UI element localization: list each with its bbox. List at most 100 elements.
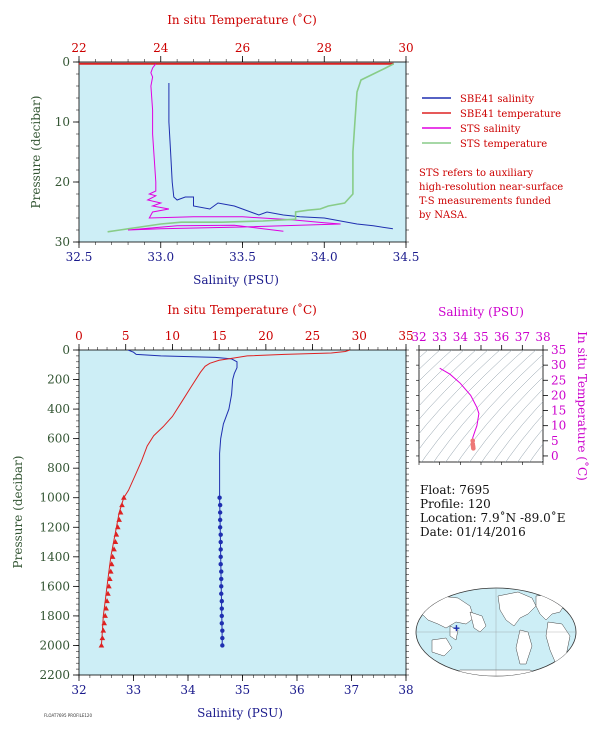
ts-contour-line bbox=[421, 350, 525, 462]
bottom-marker-salinity bbox=[219, 606, 224, 611]
salinity-tick-label: 37 bbox=[344, 683, 359, 697]
ts-contour-line bbox=[419, 350, 465, 394]
svg-text:SBE41 salinity: SBE41 salinity bbox=[460, 94, 535, 105]
temperature-tick-label: 25 bbox=[305, 329, 320, 343]
bottom-marker-temperature bbox=[112, 539, 119, 545]
bottom-marker-temperature bbox=[101, 620, 108, 626]
ts-contour-line bbox=[469, 376, 543, 462]
bottom-marker-temperature bbox=[102, 612, 108, 618]
bottom-pressure-axis-label: Pressure (decibar) bbox=[11, 456, 25, 569]
legend-item-sts-salinity: STS salinity bbox=[422, 124, 521, 135]
temperature-tick-label: 26 bbox=[235, 41, 250, 55]
pressure-tick-label: 1000 bbox=[39, 491, 70, 505]
svg-text:STS salinity: STS salinity bbox=[460, 124, 521, 135]
ts-salinity-tick-label: 37 bbox=[515, 330, 530, 344]
bottom-marker-salinity bbox=[218, 532, 223, 537]
top-plot-background bbox=[78, 61, 407, 243]
ts-temperature-tick-label: 15 bbox=[551, 404, 566, 418]
ts-salinity-tick-label: 38 bbox=[535, 330, 550, 344]
bottom-marker-temperature bbox=[107, 575, 113, 581]
salinity-tick-label: 32.5 bbox=[66, 250, 93, 264]
pressure-tick-label: 600 bbox=[47, 432, 70, 446]
ts-contour-line bbox=[481, 388, 543, 462]
temperature-tick-label: 10 bbox=[165, 329, 180, 343]
bottom-marker-temperature bbox=[99, 635, 106, 641]
ts-temperature-tick-label: 0 bbox=[551, 449, 559, 463]
salinity-tick-label: 36 bbox=[289, 683, 304, 697]
bottom-marker-temperature bbox=[121, 494, 127, 500]
ts-salinity-tick-label: 32 bbox=[411, 330, 426, 344]
ts-contour-line bbox=[419, 350, 453, 382]
bottom-marker-temperature bbox=[119, 502, 125, 508]
ts-contour-line bbox=[493, 401, 543, 462]
pressure-tick-label: 0 bbox=[62, 343, 70, 357]
pressure-tick-label: 30 bbox=[55, 235, 70, 249]
bottom-marker-temperature bbox=[103, 605, 109, 611]
salinity-tick-label: 35 bbox=[235, 683, 250, 697]
bottom-marker-temperature bbox=[111, 546, 117, 552]
svg-text:T-S measurements funded: T-S measurements funded bbox=[419, 196, 551, 207]
map-marker-cross bbox=[453, 625, 460, 632]
bottom-marker-salinity bbox=[219, 584, 224, 589]
top-line-sbe-salinity bbox=[168, 83, 393, 230]
temperature-tick-label: 0 bbox=[75, 329, 83, 343]
bottom-panel: 32 33 34 35 36 37 38 0 5 10 15 20 25 30 35 0 200 400 600 80… bbox=[11, 302, 414, 720]
bottom-marker-temperature bbox=[114, 524, 121, 530]
bottom-marker-salinity bbox=[220, 643, 225, 648]
location-text: Location: 7.9˚N -89.0˚E bbox=[420, 510, 565, 525]
bottom-marker-temperature bbox=[109, 553, 116, 559]
bottom-marker-salinity bbox=[219, 621, 224, 626]
bottom-marker-salinity bbox=[219, 598, 224, 604]
float-id-text: Float: 7695 bbox=[420, 483, 490, 497]
pressure-tick-label: 2000 bbox=[39, 638, 70, 652]
top-line-sts-salinity bbox=[127, 63, 341, 232]
temperature-tick-label: 22 bbox=[71, 41, 86, 55]
ts-temperature-tick-label: 25 bbox=[551, 373, 566, 387]
salinity-tick-label: 33.0 bbox=[147, 250, 174, 264]
bottom-marker-temperature bbox=[105, 590, 111, 596]
bottom-salinity-axis-label: Salinity (PSU) bbox=[197, 706, 283, 720]
salinity-tick-label: 32 bbox=[71, 683, 86, 697]
temperature-tick-label: 35 bbox=[398, 329, 413, 343]
ts-salinity-tick-label: 35 bbox=[473, 330, 488, 344]
salinity-tick-label: 33.5 bbox=[229, 250, 256, 264]
bottom-marker-salinity bbox=[217, 510, 223, 515]
legend: SBE41 salinity SBE41 temperature STS sal… bbox=[422, 94, 561, 150]
ts-temperature-tick-label: 35 bbox=[551, 343, 566, 357]
bottom-marker-temperature bbox=[107, 568, 114, 574]
footer-tiny-text: FLOAT7695 PROFILE120 bbox=[44, 713, 92, 718]
ts-temperature-axis-label: In situ Temperature (˚C) bbox=[575, 331, 590, 481]
sts-note: STS refers to auxiliary high-resolution … bbox=[419, 168, 563, 221]
top-series-group bbox=[79, 62, 395, 233]
top-line-sts-temperature bbox=[107, 63, 395, 233]
bottom-marker-salinity bbox=[217, 525, 223, 530]
pressure-tick-label: 200 bbox=[47, 373, 70, 387]
ts-contour-line bbox=[445, 353, 543, 462]
ts-temperature-tick-label: 5 bbox=[551, 434, 559, 448]
profile-number-text: Profile: 120 bbox=[420, 497, 491, 511]
bottom-line-sbe-salinity bbox=[127, 350, 238, 646]
top-axes-ticks: 32.5 33.0 33.5 34.0 34.5 22 24 26 28 30 0 10 20 30 bbox=[55, 41, 420, 264]
ts-salinity-tick-label: 33 bbox=[432, 330, 447, 344]
bottom-marker-salinity bbox=[218, 562, 223, 567]
bottom-marker-temperature bbox=[98, 642, 105, 648]
ts-contour-line bbox=[419, 350, 429, 359]
bottom-marker-salinity bbox=[218, 547, 223, 552]
ts-point bbox=[471, 446, 476, 451]
ts-temperature-tick-label: 10 bbox=[551, 419, 566, 433]
salinity-tick-label: 34.5 bbox=[393, 250, 420, 264]
pressure-tick-label: 400 bbox=[47, 402, 70, 416]
ts-salinity-tick-label: 34 bbox=[453, 330, 469, 344]
ts-contour-line bbox=[541, 459, 543, 462]
top-pressure-axis-label: Pressure (decibar) bbox=[29, 96, 43, 209]
pressure-tick-label: 1400 bbox=[39, 550, 70, 564]
ts-contour-line bbox=[529, 443, 543, 462]
svg-text:SBE41 temperature: SBE41 temperature bbox=[460, 109, 561, 120]
ts-salinity-tick-label: 36 bbox=[494, 330, 509, 344]
bottom-marker-temperature bbox=[113, 531, 120, 537]
bottom-plot-background bbox=[78, 349, 407, 676]
salinity-tick-label: 34.0 bbox=[311, 250, 338, 264]
world-map bbox=[415, 587, 577, 677]
